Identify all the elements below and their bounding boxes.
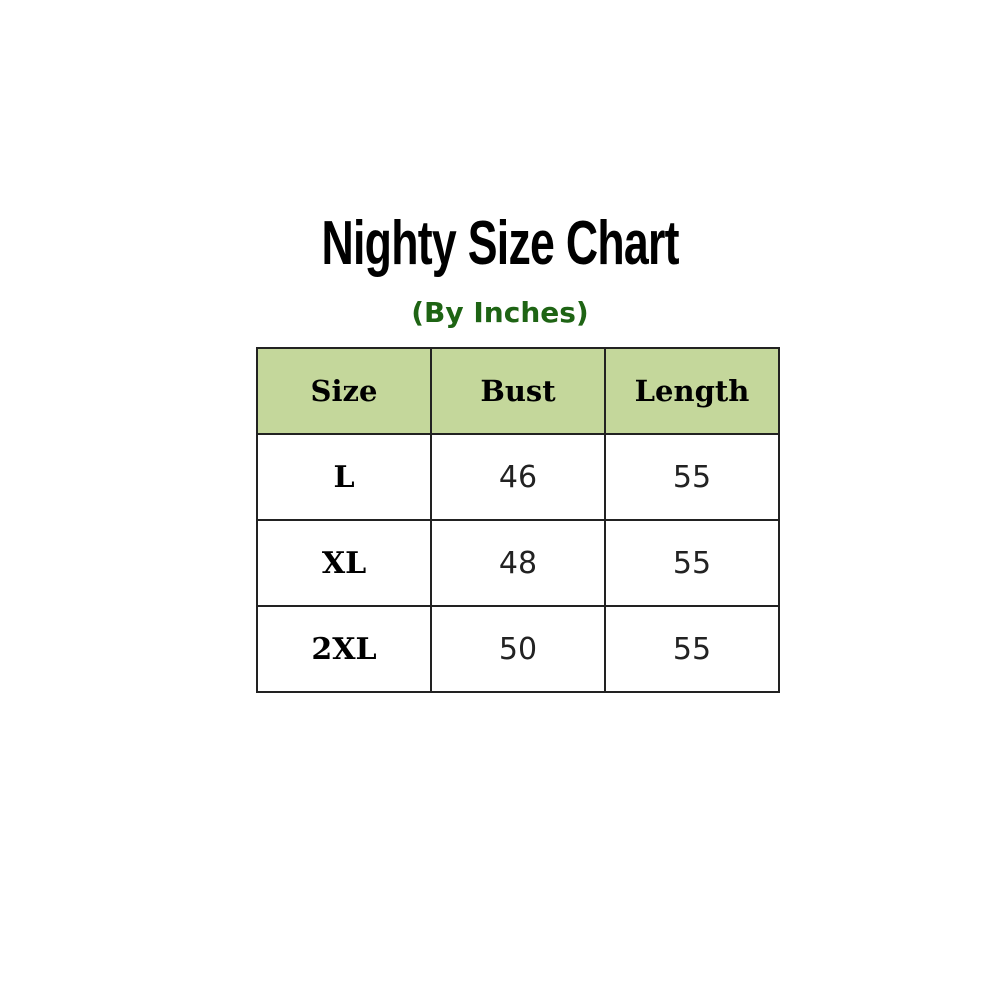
cell-size: 2XL — [256, 605, 432, 693]
cell-bust: 48 — [430, 519, 606, 607]
header-row: Size Bust Length — [256, 347, 780, 435]
size-chart-table: Size Bust Length L 46 55 XL 48 55 2XL 50… — [256, 347, 780, 693]
cell-length: 55 — [604, 605, 780, 693]
table-row: XL 48 55 — [256, 519, 780, 607]
page-title: Nighty Size Chart — [0, 208, 1000, 279]
cell-length: 55 — [604, 519, 780, 607]
title-text: Nighty Size Chart — [321, 209, 679, 278]
header-size: Size — [256, 347, 432, 435]
table-row: L 46 55 — [256, 433, 780, 521]
table-row: 2XL 50 55 — [256, 605, 780, 693]
cell-size: XL — [256, 519, 432, 607]
header-bust: Bust — [430, 347, 606, 435]
cell-bust: 46 — [430, 433, 606, 521]
subtitle: (By Inches) — [411, 296, 589, 329]
cell-length: 55 — [604, 433, 780, 521]
header-length: Length — [604, 347, 780, 435]
cell-size: L — [256, 433, 432, 521]
cell-bust: 50 — [430, 605, 606, 693]
